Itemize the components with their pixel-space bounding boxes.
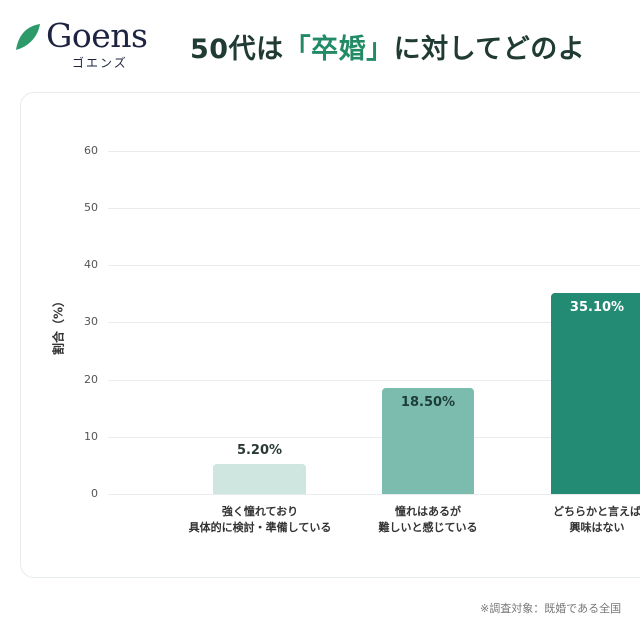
gridline	[108, 151, 640, 152]
y-tick: 10	[84, 430, 98, 443]
y-axis-label: 割合（%）	[51, 294, 66, 356]
y-tick: 0	[91, 487, 98, 500]
y-tick: 60	[84, 144, 98, 157]
category-label: どちらかと言えば 興味はない	[553, 505, 640, 534]
page-title: 50代は「卒婚」に対してどのよ	[190, 30, 585, 70]
bar-value-label: 18.50%	[400, 395, 456, 410]
title-prefix: 50代は	[190, 34, 284, 65]
gridline-baseline	[108, 494, 640, 495]
bar[interactable]	[551, 293, 640, 494]
category-label: 憧れはあるが 難しいと感じている	[378, 505, 478, 534]
goens-logo: Goens ゴエンズ	[10, 14, 160, 70]
y-tick: 30	[84, 315, 98, 328]
gridline	[108, 208, 640, 209]
leaf-icon	[16, 24, 40, 50]
gridline	[108, 265, 640, 266]
gridline	[108, 380, 640, 381]
brand-name: Goens	[46, 16, 148, 55]
footnote: ※調査対象：既婚である全国	[480, 602, 622, 615]
gridline	[108, 437, 640, 438]
brand-kana: ゴエンズ	[72, 56, 128, 70]
y-tick: 50	[84, 201, 98, 214]
bar[interactable]	[382, 388, 474, 494]
chart-card	[20, 92, 640, 578]
bar-value-label: 5.20%	[236, 443, 283, 458]
y-tick: 40	[84, 258, 98, 271]
title-accent: 「卒婚」	[283, 34, 394, 65]
bar[interactable]	[213, 464, 306, 494]
gridline	[108, 322, 640, 323]
y-tick: 20	[84, 373, 98, 386]
bar-value-label: 35.10%	[569, 300, 625, 315]
title-suffix: に対してどのよ	[393, 34, 586, 65]
category-label: 強く憧れており 具体的に検討・準備している	[188, 505, 332, 534]
